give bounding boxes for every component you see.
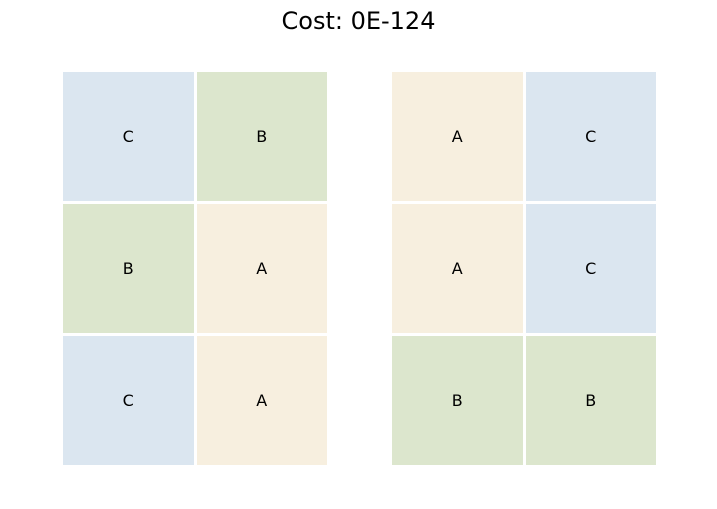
right-grid: A C A C B B bbox=[392, 72, 656, 465]
grid-cell: C bbox=[63, 336, 194, 465]
grid-cell: C bbox=[63, 72, 194, 201]
grid-cell: B bbox=[525, 336, 656, 465]
grid-cell: B bbox=[392, 336, 523, 465]
grid-cell: B bbox=[63, 204, 194, 333]
grid-cell: C bbox=[525, 72, 656, 201]
grid-cell: A bbox=[196, 204, 327, 333]
chart-title: Cost: 0E-124 bbox=[281, 7, 436, 35]
grid-cell: A bbox=[392, 72, 523, 201]
grid-cell: B bbox=[196, 72, 327, 201]
grid-cell: A bbox=[392, 204, 523, 333]
left-grid: C B B A C A bbox=[63, 72, 327, 465]
grid-cell: C bbox=[525, 204, 656, 333]
grid-cell: A bbox=[196, 336, 327, 465]
